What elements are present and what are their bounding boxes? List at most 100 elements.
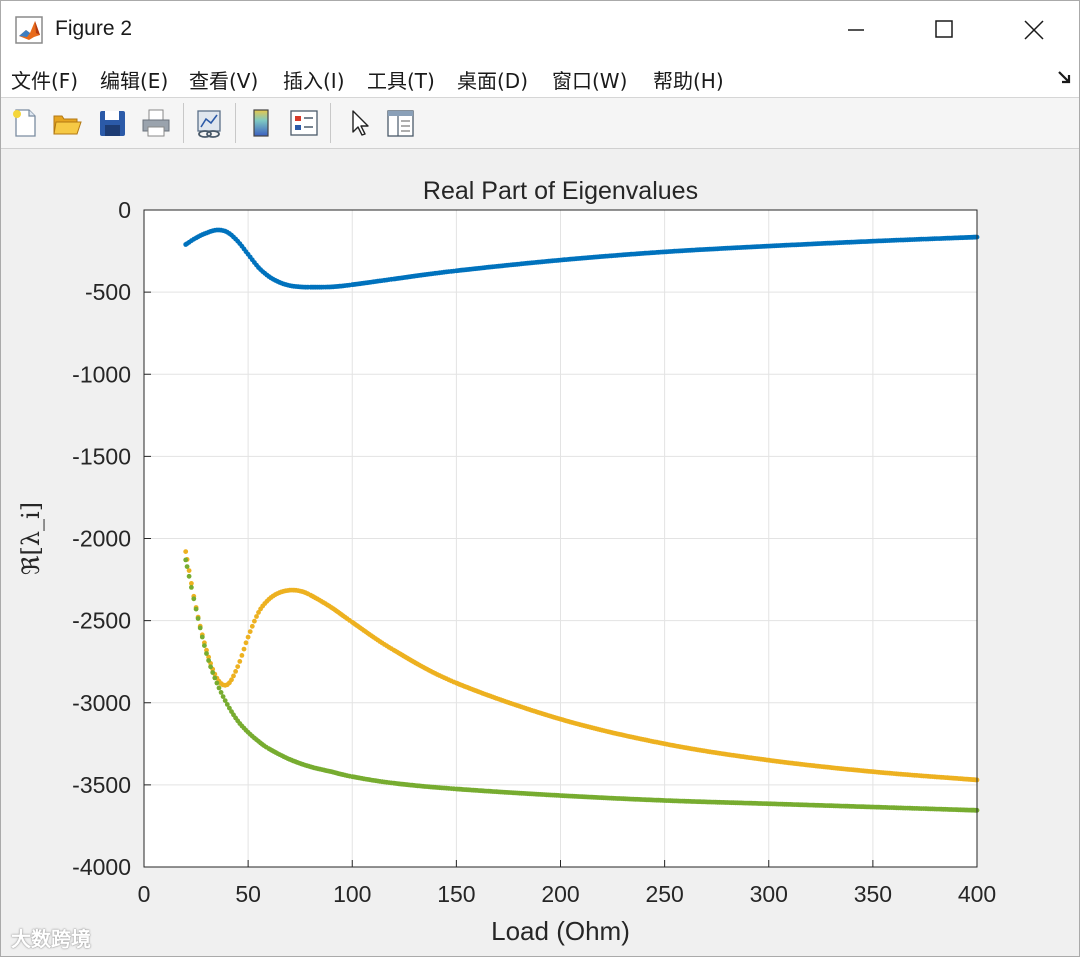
maximize-icon <box>935 20 953 38</box>
y-tick-label: -3500 <box>72 772 131 798</box>
data-point <box>184 564 190 569</box>
data-point <box>193 606 199 612</box>
axis-ticks: 0 50 100 150 200 250 300 350 400 0 -500 -1000 -1500 -… <box>72 197 996 907</box>
maximize-button[interactable] <box>899 1 989 59</box>
property-inspector-button[interactable] <box>382 105 418 141</box>
series-0 <box>183 227 980 290</box>
data-point <box>202 643 207 648</box>
y-tick-label: -1000 <box>72 361 131 387</box>
new-figure-button[interactable] <box>7 105 43 141</box>
menu-item-1[interactable]: 编辑(E) <box>100 69 169 93</box>
data-point <box>206 658 212 663</box>
y-tick-label: -2500 <box>72 608 131 634</box>
data-point <box>237 659 243 664</box>
open-file-icon <box>53 115 82 135</box>
save-button[interactable] <box>94 105 130 141</box>
menu-item-6[interactable]: 窗口(W) <box>552 69 628 93</box>
print-icon <box>142 109 170 137</box>
data-point <box>243 640 249 646</box>
data-point <box>218 690 224 695</box>
data-point <box>189 581 194 586</box>
open-file-button[interactable] <box>49 105 85 141</box>
menu-item-0[interactable]: 文件(F) <box>11 69 79 93</box>
data-point <box>208 664 214 670</box>
x-tick-label: 250 <box>645 881 683 907</box>
pointer-icon <box>352 110 369 136</box>
minimize-button[interactable] <box>811 1 901 59</box>
y-tick-label: -4000 <box>72 854 131 880</box>
data-point <box>239 653 245 658</box>
series-1 <box>183 549 980 783</box>
data-point <box>222 698 228 703</box>
x-tick-label: 100 <box>333 881 371 907</box>
data-point <box>220 694 226 699</box>
x-tick-label: 0 <box>138 881 151 907</box>
property-inspector-icon <box>387 110 414 137</box>
x-tick-label: 200 <box>541 881 579 907</box>
x-axis-label: Load (Ohm) <box>491 916 630 946</box>
data-point <box>183 549 189 554</box>
matlab-logo-icon <box>15 16 43 44</box>
series-2 <box>183 557 980 813</box>
menu-item-4[interactable]: 工具(T) <box>367 69 435 93</box>
data-point <box>227 705 232 711</box>
figure-toolbar <box>1 98 1079 149</box>
eigenvalue-plot[interactable]: 0 50 100 150 200 250 300 350 400 0 -500 -1000 -1500 -… <box>1 149 1079 956</box>
dock-figure-icon[interactable] <box>1056 68 1074 86</box>
insert-legend-button[interactable] <box>286 105 322 141</box>
x-tick-label: 150 <box>437 881 475 907</box>
y-tick-label: 0 <box>118 197 131 223</box>
data-point <box>189 585 194 590</box>
menu-item-5[interactable]: 桌面(D) <box>457 69 529 93</box>
title-bar[interactable]: Figure 2 <box>1 1 1079 59</box>
insert-colorbar-button[interactable] <box>243 105 279 141</box>
link-plot-icon <box>197 110 221 138</box>
data-point <box>233 669 239 674</box>
x-tick-label: 400 <box>958 881 996 907</box>
save-icon <box>100 111 125 136</box>
new-figure-icon <box>13 109 36 137</box>
menu-item-2[interactable]: 查看(V) <box>189 69 259 93</box>
data-point <box>183 557 189 563</box>
data-point <box>224 702 230 707</box>
window-title: Figure 2 <box>55 17 133 40</box>
print-button[interactable] <box>138 105 174 141</box>
menu-item-3[interactable]: 插入(I) <box>283 69 345 93</box>
y-tick-label: -3000 <box>72 690 131 716</box>
data-point <box>231 673 236 679</box>
data-point <box>252 618 257 624</box>
y-tick-label: -2000 <box>72 526 131 552</box>
watermark: 大数跨境 <box>11 927 91 951</box>
data-point <box>204 647 209 653</box>
data-point <box>186 573 192 579</box>
legend-icon <box>290 110 318 136</box>
data-point <box>199 634 205 640</box>
data-point <box>245 634 251 640</box>
menu-bar: 文件(F) 编辑(E) 查看(V) 插入(I) 工具(T) 桌面(D) 窗口(W) 帮助(H) <box>1 59 1079 98</box>
edit-plot-button[interactable] <box>341 105 377 141</box>
colorbar-icon <box>253 109 269 137</box>
figure-canvas[interactable]: 0 50 100 150 200 250 300 350 400 0 -500 -1000 -1500 -… <box>1 149 1079 956</box>
data-point <box>254 614 259 619</box>
y-tick-label: -500 <box>85 279 131 305</box>
close-icon <box>1024 20 1044 40</box>
close-button[interactable] <box>989 1 1079 59</box>
data-point <box>247 629 253 634</box>
menu-item-7[interactable]: 帮助(H) <box>653 69 724 93</box>
data-point <box>249 623 255 629</box>
data-point <box>214 680 220 686</box>
data-point <box>235 664 241 669</box>
data-series <box>183 227 980 813</box>
minimize-icon <box>848 29 864 31</box>
data-point <box>210 670 216 675</box>
data-point <box>216 685 222 691</box>
data-point <box>256 610 261 615</box>
x-tick-label: 350 <box>854 881 892 907</box>
link-plot-button[interactable] <box>191 105 227 141</box>
x-tick-label: 50 <box>235 881 261 907</box>
data-point <box>204 651 209 656</box>
y-axis-label: ℜ[λ_i] <box>17 502 45 575</box>
data-point <box>229 677 234 683</box>
y-tick-label: -1500 <box>72 443 131 469</box>
